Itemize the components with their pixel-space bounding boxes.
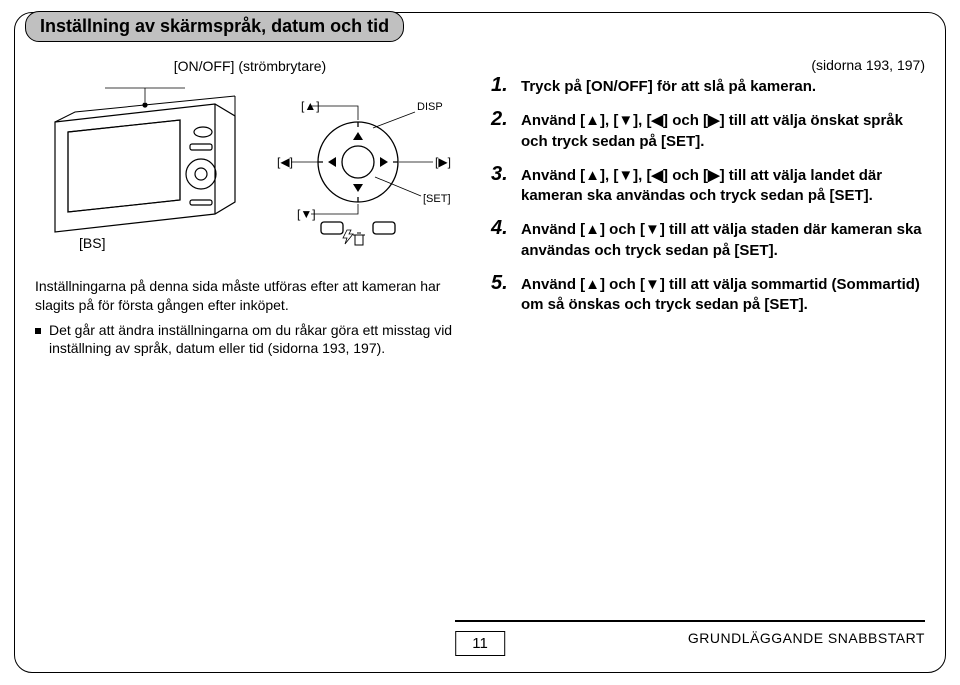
camera-illustration (35, 82, 255, 252)
right-column: (sidorna 193, 197) 1. Tryck på [ON/OFF] … (491, 57, 925, 358)
step-text: Tryck på [ON/OFF] för att slå på kameran… (521, 75, 816, 97)
step-text: Använd [▲], [▼], [◀] och [▶] till att vä… (521, 109, 925, 152)
page-title-pill: Inställning av skärmspråk, datum och tid (25, 11, 404, 42)
page-title: Inställning av skärmspråk, datum och tid (40, 16, 389, 36)
step-3: 3. Använd [▲], [▼], [◀] och [▶] till att… (491, 164, 925, 207)
step-number: 3. (491, 164, 511, 207)
dpad-illustration: [▲] [◀] [▼] [▶] DISP [SET] (273, 82, 463, 252)
page-number: 11 (472, 635, 488, 652)
dpad-right-label: [▶] (435, 155, 451, 169)
page-frame: Inställning av skärmspråk, datum och tid… (14, 12, 946, 673)
onoff-label: [ON/OFF] (strömbrytare) (35, 57, 465, 76)
content-columns: [ON/OFF] (strömbrytare) (15, 13, 945, 358)
left-note: Inställningarna på denna sida måste utfö… (35, 277, 465, 315)
dpad-down-label: [▼] (297, 207, 316, 221)
step-text: Använd [▲] och [▼] till att välja sommar… (521, 273, 925, 316)
step-number: 4. (491, 218, 511, 261)
left-bullet-text: Det går att ändra inställningarna om du … (49, 321, 465, 359)
step-text: Använd [▲] och [▼] till att välja staden… (521, 218, 925, 261)
page-number-box: 11 (455, 631, 505, 656)
step-4: 4. Använd [▲] och [▼] till att välja sta… (491, 218, 925, 261)
step-text: Använd [▲], [▼], [◀] och [▶] till att vä… (521, 164, 925, 207)
left-bullet-row: Det går att ändra inställningarna om du … (35, 321, 465, 359)
step-5: 5. Använd [▲] och [▼] till att välja som… (491, 273, 925, 316)
diagram-row: [▲] [◀] [▼] [▶] DISP [SET] (35, 82, 465, 252)
page-reference: (sidorna 193, 197) (491, 57, 925, 73)
step-1: 1. Tryck på [ON/OFF] för att slå på kame… (491, 75, 925, 97)
dpad-up-label: [▲] (301, 99, 320, 113)
dpad-set-label: [SET] (423, 193, 451, 205)
bullet-dot-icon (35, 328, 41, 334)
dpad-left-label: [◀] (277, 155, 293, 169)
step-2: 2. Använd [▲], [▼], [◀] och [▶] till att… (491, 109, 925, 152)
step-number: 1. (491, 75, 511, 97)
left-column: [ON/OFF] (strömbrytare) (35, 57, 465, 358)
dpad-disp-label: DISP (417, 101, 443, 113)
footer-divider (455, 620, 925, 622)
step-number: 2. (491, 109, 511, 152)
footer-label: GRUNDLÄGGANDE SNABBSTART (688, 630, 925, 646)
step-number: 5. (491, 273, 511, 316)
